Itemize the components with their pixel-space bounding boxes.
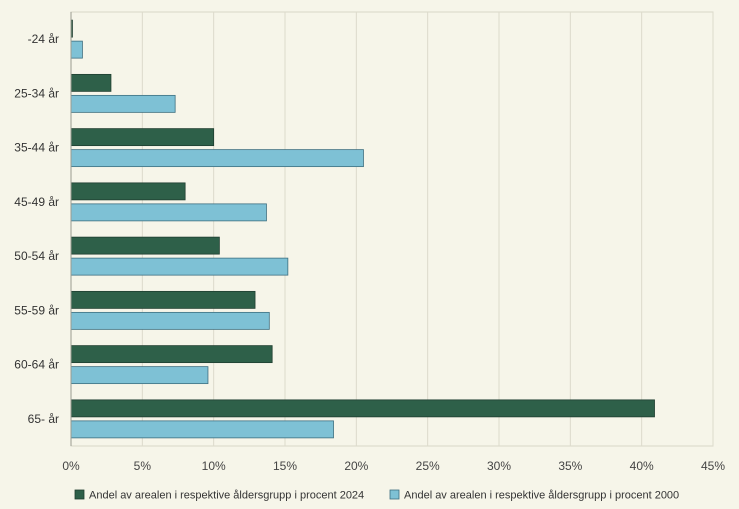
category-label: -24 år [28,32,59,46]
category-label: 45-49 år [14,195,59,209]
category-label: 50-54 år [14,249,59,263]
x-tick-label: 35% [558,459,582,473]
x-tick-label: 40% [630,459,654,473]
x-tick-label: 30% [487,459,511,473]
x-tick-label: 25% [416,459,440,473]
x-tick-label: 20% [344,459,368,473]
legend: Andel av arealen i respektive åldersgrup… [74,489,679,502]
bar-2000 [70,311,270,330]
bar-2000 [70,366,209,385]
bar-2024 [70,399,655,418]
legend-label: Andel av arealen i respektive åldersgrup… [89,490,364,502]
category-label: 55-59 år [14,303,59,317]
bar-2000 [70,94,176,113]
bar-2024 [70,290,256,309]
legend-swatch [74,489,85,500]
x-tick-label: 15% [273,459,297,473]
x-tick-label: 45% [701,459,725,473]
bar-2024 [70,345,273,364]
axes: 0% 5% 10% 15% 20% 25% 30% 35% 40% 45% -24 år 25-34 … [14,12,725,473]
bar-2000 [70,203,267,222]
x-tick-label: 5% [134,459,152,473]
bar-2024 [70,182,186,201]
x-tick-label: 0% [62,459,80,473]
category-label: 65- år [28,412,59,426]
bar-2000 [70,149,364,168]
category-label: 60-64 år [14,358,59,372]
bar-2000 [70,420,334,439]
bar-2024 [70,73,112,92]
bar-2000 [70,40,83,59]
legend-item-2024: Andel av arealen i respektive åldersgrup… [74,489,364,502]
x-tick-label: 10% [202,459,226,473]
legend-swatch [389,489,400,500]
bar-2024 [70,236,220,255]
legend-item-2000: Andel av arealen i respektive åldersgrup… [389,489,679,502]
bar-2024 [70,128,215,147]
legend-label: Andel av arealen i respektive åldersgrup… [404,490,679,502]
category-label: 35-44 år [14,141,59,155]
category-label: 25-34 år [14,86,59,100]
bars [70,19,655,439]
bar-2000 [70,257,289,276]
